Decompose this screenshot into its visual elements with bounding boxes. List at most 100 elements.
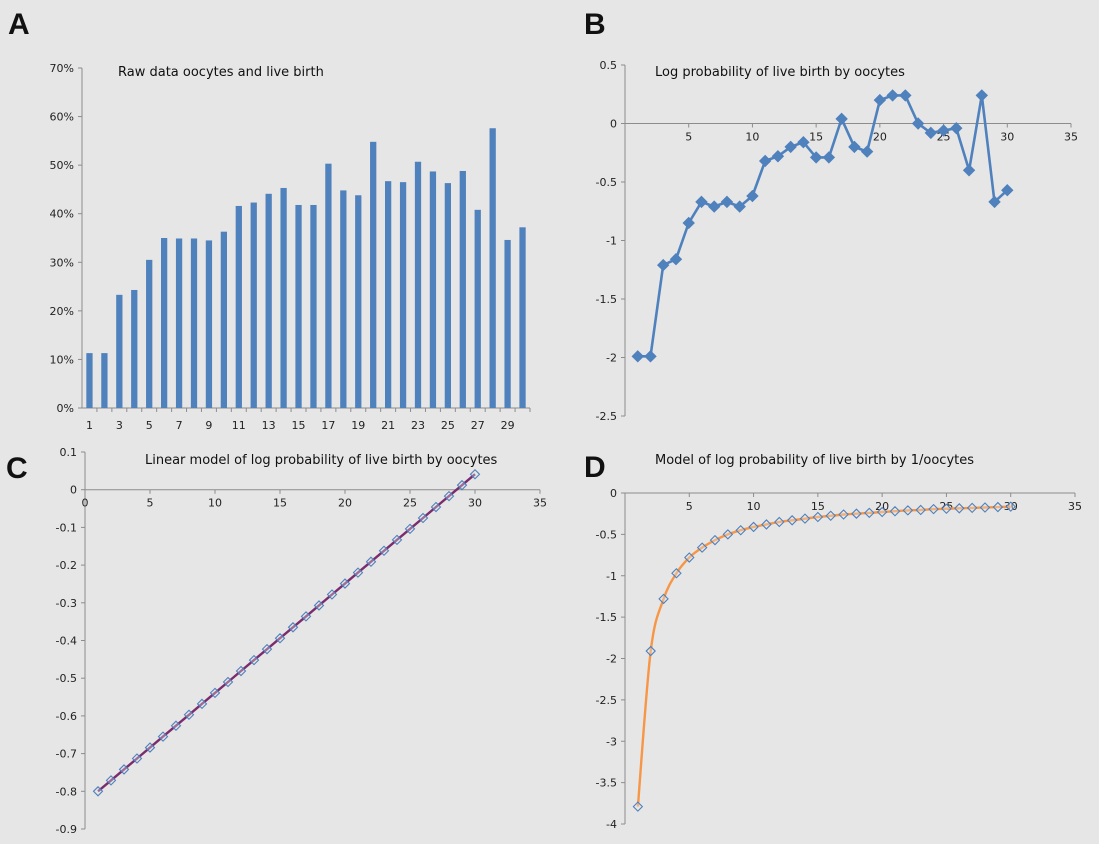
chart-b-data-point [937, 124, 950, 137]
chart-d-data-point [838, 509, 849, 520]
chart-a-bar [86, 353, 93, 408]
chart-b-data-point [771, 150, 785, 163]
chart-b-data-point [682, 216, 695, 230]
chart-d-x-tick-label: 10 [747, 500, 761, 513]
chart-c-data-point [261, 643, 273, 655]
chart-c-data-point [235, 665, 247, 677]
chart-b-data-point [631, 350, 644, 363]
chart-a-bar [355, 195, 362, 408]
chart-b-data-point [975, 89, 989, 102]
chart-d-x-tick-label: 30 [1004, 500, 1018, 513]
chart-d-data-point [748, 521, 759, 533]
chart-c-data-point [339, 578, 351, 589]
chart-d-y-tick-label: -3.5 [596, 777, 617, 790]
chart-c-y-tick-label: -0.6 [56, 710, 77, 723]
chart-a-x-tick-label: 25 [441, 419, 455, 432]
chart-a-bar [429, 171, 437, 408]
chart-c-y-tick-label: -0.9 [56, 823, 77, 836]
chart-b-data-point [720, 195, 734, 209]
chart-b-data-point [695, 195, 708, 209]
chart-c-data-point [183, 709, 195, 721]
panel-label-d: D [584, 451, 606, 484]
chart-b-y-tick-label: 0 [610, 118, 617, 131]
chart-d-reciprocal-model: Model of log probability of live birth b… [596, 453, 1082, 831]
chart-c-data-point [248, 654, 260, 666]
chart-c-y-tick-label: -0.5 [56, 672, 77, 685]
chart-b-data-point [924, 126, 938, 140]
chart-d-data-point [774, 516, 785, 528]
chart-c-data-point [92, 786, 104, 797]
chart-c-data-point [443, 490, 455, 502]
chart-c-data-point [456, 479, 468, 491]
chart-d-y-tick-label: -4 [606, 818, 617, 831]
chart-d-x-tick-label: 35 [1068, 500, 1082, 513]
chart-c-data-point [404, 523, 416, 535]
chart-c-x-tick-label: 20 [338, 497, 352, 510]
chart-a-bar [116, 294, 123, 408]
chart-d-data-point [876, 506, 888, 518]
chart-d-y-tick-label: -3 [606, 735, 617, 748]
chart-c-data-point [131, 753, 143, 764]
chart-a-bar [325, 163, 332, 408]
chart-b-y-tick-label: -0.5 [596, 176, 617, 189]
chart-d-data-point [799, 513, 811, 524]
chart-d-data-point [645, 645, 656, 657]
chart-c-x-tick-label: 10 [208, 497, 222, 510]
chart-c-series-line [97, 473, 476, 793]
chart-d-series-line [636, 505, 1011, 807]
chart-d-y-tick-label: -2.5 [596, 694, 617, 707]
chart-a-x-tick-label: 23 [411, 419, 425, 432]
chart-c-data-point [326, 589, 338, 600]
chart-a-x-tick-label: 9 [205, 419, 212, 432]
chart-b-data-point [950, 121, 963, 135]
chart-a-x-tick-label: 3 [116, 419, 123, 432]
chart-c-data-point [430, 501, 442, 513]
chart-b-log-probability: Log probability of live birth by oocytes… [596, 59, 1078, 423]
chart-a-x-tick-label: 21 [381, 419, 395, 432]
chart-a-bar [474, 209, 481, 408]
chart-d-data-point [902, 505, 914, 516]
chart-d-data-point [722, 529, 734, 540]
chart-d-title: Model of log probability of live birth b… [655, 453, 974, 468]
chart-a-bar [340, 190, 347, 408]
chart-a-bar [414, 161, 422, 408]
chart-a-bar [444, 183, 452, 408]
chart-c-data-point [352, 567, 364, 578]
chart-c-x-tick-label: 30 [468, 497, 482, 510]
chart-a-bar [146, 259, 153, 408]
chart-c-data-point [196, 698, 208, 710]
chart-b-x-tick-label: 30 [1000, 131, 1014, 144]
chart-a-y-tick-label: 40% [50, 208, 74, 221]
chart-a-bar [220, 231, 228, 408]
chart-b-y-tick-label: -2.5 [596, 410, 617, 423]
chart-d-data-point [684, 552, 695, 563]
chart-d-y-tick-label: -0.5 [596, 528, 617, 541]
chart-a-bar [370, 141, 377, 409]
chart-d-data-point [864, 507, 875, 519]
chart-a-x-tick-label: 15 [292, 419, 306, 432]
chart-a-bar [235, 205, 242, 408]
chart-a-bar [131, 289, 138, 408]
chart-b-y-tick-label: -1.5 [596, 293, 617, 306]
chart-a-bar [310, 204, 317, 408]
chart-c-x-tick-label: 5 [147, 497, 154, 510]
chart-d-data-point [928, 503, 939, 515]
chart-a-bar [160, 238, 168, 408]
chart-c-data-point [222, 676, 234, 688]
chart-b-x-tick-label: 5 [685, 131, 692, 144]
chart-c-y-tick-label: 0.1 [60, 446, 78, 459]
chart-d-data-point [915, 504, 926, 516]
chart-a-bar [101, 353, 108, 408]
chart-a-bar [399, 182, 407, 408]
chart-c-x-tick-label: 0 [82, 497, 89, 510]
chart-b-data-point [911, 117, 925, 130]
chart-b-data-point [822, 151, 836, 164]
chart-c-data-point [365, 556, 377, 567]
chart-b-data-point [733, 200, 746, 213]
chart-c-data-point [118, 764, 130, 775]
chart-d-data-point [671, 567, 682, 579]
chart-d-x-tick-label: 15 [811, 500, 825, 513]
chart-c-x-tick-label: 15 [273, 497, 287, 510]
chart-c-data-point [391, 534, 403, 546]
